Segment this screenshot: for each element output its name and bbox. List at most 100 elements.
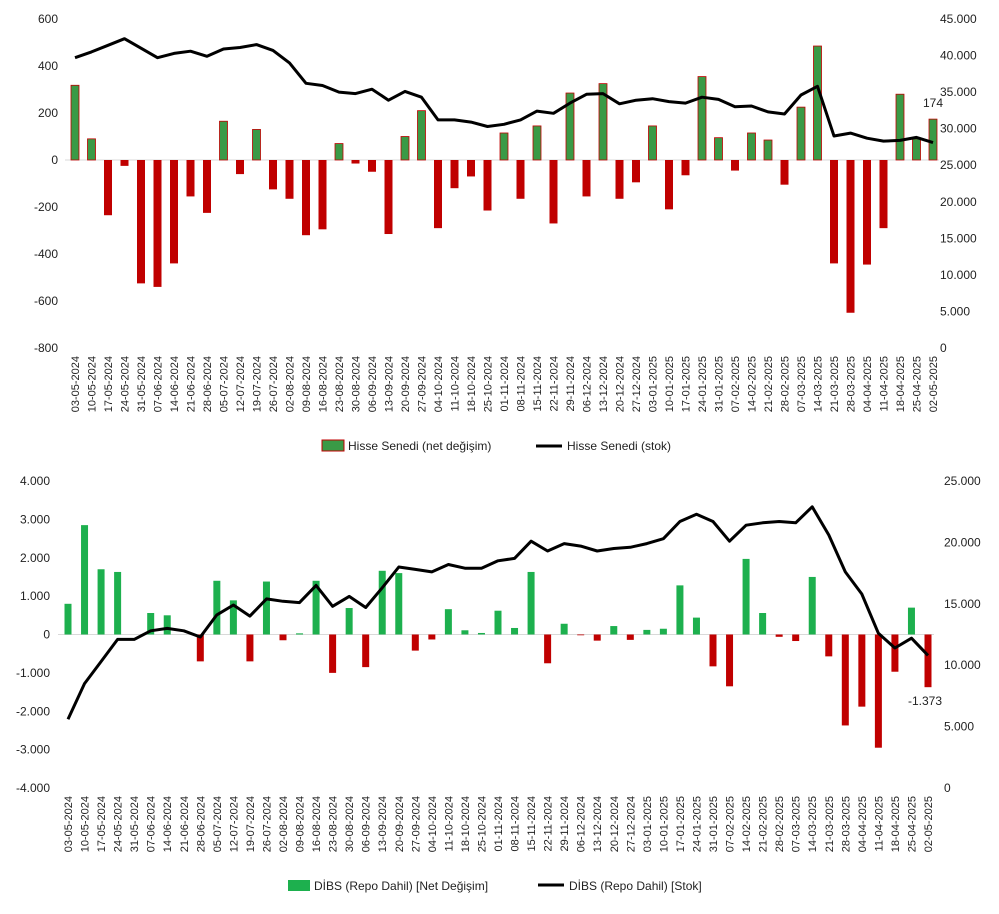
equity-chart: 600 400 200 0 -200 -400 -600 -800 45.000 40.000 3… — [34, 12, 977, 453]
x-tick-label: 28-03-2025 — [840, 796, 852, 852]
x-tick-label: 02-08-2024 — [285, 356, 297, 412]
left-axis-tick-label: 3.000 — [20, 512, 50, 526]
x-tick-label: 06-12-2024 — [582, 356, 594, 412]
net-change-bar — [236, 160, 244, 175]
net-change-bar — [499, 132, 509, 161]
net-change-bar — [879, 160, 888, 229]
net-change-bar — [137, 160, 145, 284]
net-change-bar — [345, 608, 353, 635]
stock-line — [74, 37, 934, 145]
bond-left-axis: 4.000 3.000 2.000 1.000 0 -1.000 -2.000 -3.000 -… — [16, 474, 50, 795]
x-tick-label: 17-05-2024 — [96, 796, 108, 852]
x-tick-label: 06-12-2024 — [576, 796, 588, 852]
equity-x-axis: 03-05-2024 10-05-2024 17-05-2024 24-05-2024… — [70, 356, 940, 412]
net-change-bar — [615, 160, 624, 199]
left-axis-tick-label: -1.000 — [16, 666, 50, 680]
left-axis-tick-label: 0 — [43, 628, 50, 642]
net-change-bar — [648, 125, 657, 161]
net-change-bar — [64, 603, 72, 635]
net-change-bar — [461, 630, 469, 635]
net-change-bar — [467, 160, 475, 177]
x-tick-label: 06-09-2024 — [367, 356, 379, 412]
net-change-bar — [312, 580, 320, 635]
x-tick-label: 28-06-2024 — [202, 356, 214, 412]
right-axis-tick-label: 30.000 — [940, 122, 977, 136]
x-tick-label: 31-05-2024 — [136, 356, 148, 412]
x-tick-label: 10-05-2024 — [87, 356, 99, 412]
x-tick-label: 07-02-2025 — [730, 356, 742, 412]
x-tick-label: 05-07-2024 — [219, 356, 231, 412]
net-change-bar — [792, 634, 800, 642]
right-axis-tick-label: 25.000 — [940, 158, 977, 172]
x-tick-label: 23-08-2024 — [328, 796, 340, 852]
stock-line — [66, 505, 930, 720]
net-change-bar — [395, 573, 403, 635]
x-tick-label: 30-08-2024 — [351, 356, 363, 412]
net-change-bar — [692, 617, 700, 635]
x-tick-label: 01-11-2024 — [493, 796, 505, 851]
x-tick-label: 15-11-2024 — [532, 356, 544, 411]
x-tick-label: 12-07-2024 — [235, 356, 247, 412]
net-change-bar — [511, 627, 519, 635]
equity-right-axis: 45.000 40.000 35.000 30.000 25.000 20.000 15.0… — [940, 12, 977, 355]
net-change-bar — [246, 634, 254, 662]
x-tick-label: 17-01-2025 — [681, 356, 693, 412]
x-tick-label: 10-01-2025 — [664, 356, 676, 412]
x-tick-label: 08-11-2024 — [516, 356, 528, 411]
left-axis-tick-label: 4.000 — [20, 474, 50, 488]
net-change-bar — [279, 634, 287, 641]
x-tick-label: 16-08-2024 — [311, 796, 323, 852]
x-tick-label: 24-01-2025 — [691, 796, 703, 852]
net-change-bar — [549, 160, 558, 224]
net-change-bar — [626, 634, 634, 640]
net-change-bar — [747, 132, 756, 161]
net-change-bar — [731, 160, 739, 171]
net-change-bar — [302, 160, 310, 236]
legend-bar-swatch — [288, 880, 310, 891]
net-change-bar — [434, 160, 442, 229]
bond-stock-line-group — [66, 505, 930, 720]
net-change-bar — [632, 160, 640, 183]
net-change-bar — [104, 160, 112, 216]
net-change-bar — [593, 634, 601, 641]
x-tick-label: 28-03-2025 — [846, 356, 858, 412]
net-change-bar — [120, 160, 129, 166]
equity-legend: Hisse Senedi (net değişim) Hisse Senedi … — [321, 439, 671, 453]
net-change-bar — [775, 634, 783, 637]
x-tick-label: 13-12-2024 — [598, 356, 610, 412]
left-axis-tick-label: -200 — [34, 200, 58, 214]
x-tick-label: 16-08-2024 — [318, 356, 330, 412]
right-axis-tick-label: 35.000 — [940, 85, 977, 99]
right-axis-tick-label: 15.000 — [940, 231, 977, 245]
net-change-bar — [186, 160, 195, 197]
x-tick-label: 11-10-2024 — [450, 356, 462, 411]
net-change-bar — [610, 626, 618, 635]
net-change-bar — [296, 633, 304, 635]
x-tick-label: 28-02-2025 — [780, 356, 792, 412]
x-tick-label: 13-09-2024 — [377, 796, 389, 852]
equity-bars: 174 — [65, 45, 943, 313]
net-change-bar — [714, 137, 723, 161]
x-tick-label: 11-04-2025 — [873, 796, 885, 851]
net-change-bar — [527, 571, 535, 635]
last-value-label: 174 — [923, 96, 943, 110]
net-change-bar — [796, 106, 806, 161]
net-change-bar — [163, 615, 171, 635]
x-tick-label: 20-09-2024 — [400, 356, 412, 412]
x-tick-label: 24-05-2024 — [120, 356, 132, 412]
x-tick-label: 07-06-2024 — [146, 796, 158, 852]
right-axis-tick-label: 0 — [944, 781, 951, 795]
net-change-bar — [87, 138, 96, 161]
x-tick-label: 04-04-2025 — [862, 356, 874, 412]
net-change-bar — [516, 160, 525, 199]
net-change-bar — [659, 628, 667, 635]
net-change-bar — [928, 118, 938, 161]
net-change-bar — [676, 585, 684, 635]
x-tick-label: 21-03-2025 — [829, 356, 841, 412]
net-change-bar — [81, 525, 89, 635]
x-tick-label: 29-11-2024 — [559, 796, 571, 851]
net-change-bar — [665, 160, 673, 210]
x-tick-label: 02-08-2024 — [278, 796, 290, 852]
x-tick-label: 18-04-2025 — [890, 796, 902, 852]
net-change-bar — [681, 160, 690, 176]
